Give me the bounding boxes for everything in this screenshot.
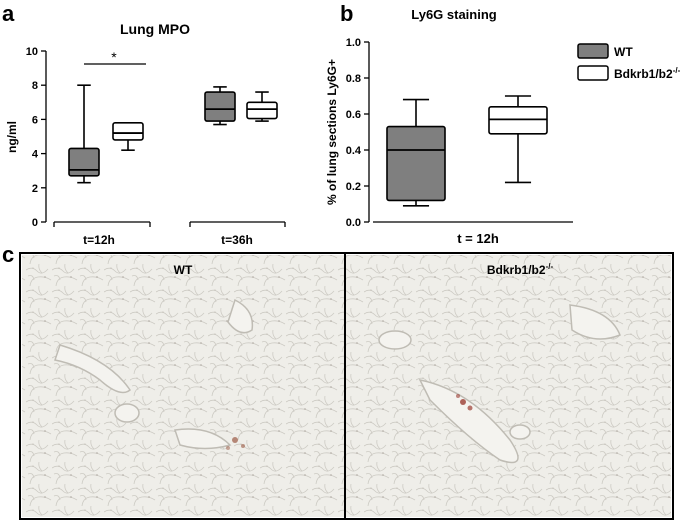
chart-a-iqr	[204, 91, 236, 122]
panel-label-b: b	[340, 1, 353, 26]
chart-lung-mpo: Lung MPO ng/ml 0 2 4 6 8 10 * t=12h t=36h	[5, 21, 286, 247]
significance-bracket: *	[84, 49, 146, 65]
micrograph-label-wt: WT	[174, 263, 193, 277]
chart-a-ylabel: ng/ml	[5, 121, 19, 153]
chart-a-box	[246, 91, 278, 122]
chart-b-ytick-label: 0.0	[346, 217, 361, 229]
group-label-t36: t=36h	[221, 233, 253, 247]
chart-a-box	[204, 86, 236, 126]
chart-b-boxes	[386, 95, 548, 207]
micrograph-label-ko: Bdkrb1/b2-/-	[487, 262, 554, 277]
chart-b-ytick-label: 0.8	[346, 73, 361, 85]
micrograph-ko: Bdkrb1/b2-/-	[346, 255, 671, 517]
chart-b-axes: 0.0 0.2 0.4 0.6 0.8 1.0	[346, 37, 573, 229]
chart-a-ytick-label: 10	[26, 46, 38, 58]
chart-b-ylabel: % of lung sections Ly6G+	[325, 59, 339, 205]
chart-b-ytick-label: 1.0	[346, 37, 361, 49]
legend-swatch-ko	[577, 65, 609, 81]
panel-label-a: a	[2, 1, 15, 26]
chart-a-ytick-label: 0	[32, 217, 38, 229]
micrograph-wt: WT	[22, 255, 344, 517]
legend-swatch-wt	[577, 43, 609, 59]
chart-b-ytick-label: 0.2	[346, 181, 361, 193]
legend-label-wt: WT	[614, 45, 633, 59]
chart-b-title: Ly6G staining	[411, 7, 497, 22]
micrograph-label-ko-sup: -/-	[546, 262, 554, 271]
micrograph-panel: WT Bdkrb1/b2-/-	[19, 252, 674, 520]
chart-a-axes: 0 2 4 6 8 10	[26, 46, 286, 229]
legend: WT Bdkrb1/b2-/-	[577, 43, 681, 81]
chart-a-ytick-label: 8	[32, 80, 38, 92]
chart-b-ytick-label: 0.4	[346, 145, 362, 157]
chart-a-box	[68, 84, 100, 184]
legend-label-ko-sup: -/-	[673, 66, 681, 75]
legend-label-ko-text: Bdkrb1/b2	[614, 67, 673, 81]
legend-item-ko: Bdkrb1/b2-/-	[577, 65, 681, 81]
chart-a-iqr	[68, 147, 100, 177]
chart-b-xlabel: t = 12h	[457, 231, 499, 246]
chart-a-ytick-label: 4	[32, 149, 39, 161]
micrograph-label-ko-text: Bdkrb1/b2	[487, 263, 546, 277]
chart-a-boxes	[68, 84, 278, 184]
chart-b-box	[488, 95, 548, 184]
legend-item-wt: WT	[577, 43, 633, 59]
chart-b-iqr	[386, 125, 446, 202]
chart-a-box	[112, 122, 144, 151]
chart-a-iqr	[112, 122, 144, 141]
significance-star: *	[111, 49, 117, 65]
chart-b-box	[386, 98, 446, 207]
chart-a-iqr	[246, 101, 278, 120]
chart-a-ytick-label: 2	[32, 183, 38, 195]
chart-a-title: Lung MPO	[120, 21, 190, 37]
group-label-t12: t=12h	[83, 233, 115, 247]
chart-b-ytick-label: 0.6	[346, 109, 361, 121]
chart-ly6g-staining: Ly6G staining % of lung sections Ly6G+ 0…	[325, 7, 573, 246]
panel-label-c: c	[2, 242, 14, 267]
legend-label-ko: Bdkrb1/b2-/-	[614, 66, 681, 81]
chart-a-ytick-label: 6	[32, 114, 38, 126]
